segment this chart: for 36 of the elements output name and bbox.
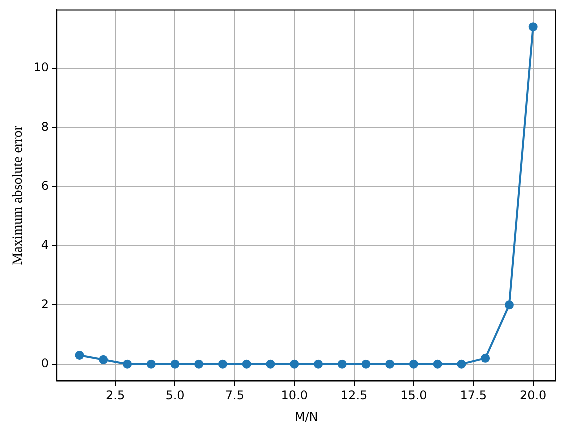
x-tick-label: 12.5 (340, 388, 368, 403)
point (170, 360, 180, 369)
x-tick-label: 17.5 (460, 388, 487, 403)
point (290, 360, 300, 369)
point (433, 360, 442, 369)
point (75, 350, 84, 360)
point (457, 360, 466, 369)
y-tick-label: 10 (34, 60, 50, 75)
y-tick-label: 4 (41, 238, 50, 252)
x-tick-label: 20.0 (520, 388, 547, 403)
x-tick-label: 7.5 (225, 388, 244, 403)
y-tick-label: 6 (41, 178, 50, 193)
point (194, 360, 204, 369)
point (122, 360, 132, 369)
point (362, 360, 371, 369)
point (242, 360, 252, 369)
point (528, 22, 538, 32)
point (266, 360, 276, 369)
point (99, 355, 108, 364)
point (504, 300, 514, 310)
point (481, 354, 490, 363)
point (218, 360, 228, 369)
x-tick-label: 5.0 (166, 388, 185, 403)
x-tick-label: 2.5 (106, 388, 126, 403)
x-tick-label: 15.0 (400, 388, 428, 403)
x-tick-label: 10.0 (281, 388, 308, 403)
point (386, 360, 395, 369)
y-tick-label: 8 (41, 120, 50, 134)
point (146, 360, 156, 369)
y-tick-label: 0 (41, 356, 50, 370)
y-axis-title: Maximum absolute error (11, 126, 26, 266)
point (338, 360, 347, 369)
x-axis-title: M/N (294, 410, 318, 424)
point (314, 360, 323, 369)
point (409, 360, 418, 369)
y-tick-label: 2 (41, 297, 50, 312)
